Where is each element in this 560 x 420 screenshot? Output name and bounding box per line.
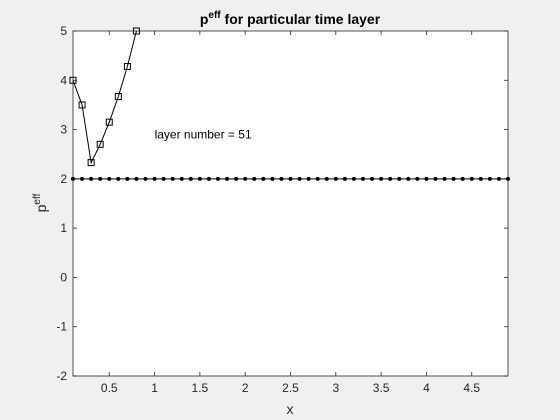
series-1-point bbox=[78, 101, 86, 109]
series-2-point bbox=[288, 176, 293, 181]
series-2-point bbox=[161, 176, 166, 181]
series-2-point bbox=[270, 176, 275, 181]
y-axis-label: peff bbox=[32, 193, 49, 212]
y-tick-label: 4 bbox=[60, 73, 67, 87]
x-tick-label: 2.5 bbox=[282, 381, 299, 395]
y-tick-label: 2 bbox=[60, 172, 67, 186]
series-2-point bbox=[442, 176, 447, 181]
title-superscript: eff bbox=[208, 10, 221, 21]
series-layer bbox=[69, 27, 510, 181]
series-1-line bbox=[72, 30, 137, 165]
y-tick-label: 5 bbox=[60, 24, 67, 38]
y-tick-label: 1 bbox=[60, 221, 67, 235]
series-2-point bbox=[143, 176, 148, 181]
x-tick-label: 3.5 bbox=[373, 381, 390, 395]
series-1-point bbox=[105, 118, 113, 126]
x-tick-label: 4 bbox=[423, 381, 430, 395]
annotation-text: layer number = 51 bbox=[155, 128, 252, 142]
series-2-point bbox=[478, 176, 483, 181]
title-base: p bbox=[200, 11, 209, 27]
series-2-point bbox=[98, 176, 103, 181]
series-2-point bbox=[451, 176, 456, 181]
series-2-point bbox=[324, 176, 329, 181]
series-2-point bbox=[279, 176, 284, 181]
series-2-point bbox=[388, 176, 393, 181]
series-2-point bbox=[342, 176, 347, 181]
x-tick-label: 0.5 bbox=[101, 381, 118, 395]
series-2-point bbox=[125, 176, 130, 181]
series-2-point bbox=[351, 176, 356, 181]
chart-title: peff for particular time layer bbox=[200, 10, 381, 27]
x-axis-label: x bbox=[287, 401, 294, 417]
series-2-point bbox=[234, 176, 239, 181]
series-2-point bbox=[197, 176, 202, 181]
series-2-point bbox=[370, 176, 375, 181]
x-tick-label: 3 bbox=[332, 381, 339, 395]
title-rest: for particular time layer bbox=[221, 11, 381, 27]
x-axis-ticks: 0.5 1 1.5 2 2.5 3 3.5 4 4.5 bbox=[101, 31, 480, 395]
series-2-point bbox=[424, 176, 429, 181]
series-2-point bbox=[225, 176, 230, 181]
series-2-point bbox=[297, 176, 302, 181]
series-2-point bbox=[116, 176, 121, 181]
series-2-point bbox=[89, 176, 94, 181]
y-tick-label: -1 bbox=[56, 320, 67, 334]
series-2-point bbox=[469, 176, 474, 181]
series-2-point bbox=[170, 176, 175, 181]
series-2-point bbox=[252, 176, 257, 181]
series-2-point bbox=[261, 176, 266, 181]
plot-area bbox=[73, 31, 508, 376]
y-tick-label: 0 bbox=[60, 270, 67, 284]
x-tick-label: 4.5 bbox=[463, 381, 480, 395]
series-2-point bbox=[206, 176, 211, 181]
y-label-base: p bbox=[33, 204, 49, 212]
series-2-point bbox=[433, 176, 438, 181]
series-2-point bbox=[80, 176, 85, 181]
y-label-superscript: eff bbox=[32, 193, 43, 204]
y-tick-label: -2 bbox=[56, 369, 67, 383]
axes-box bbox=[72, 30, 509, 377]
series-2-point bbox=[415, 176, 420, 181]
series-2-point bbox=[361, 176, 365, 181]
series-1-point bbox=[114, 93, 122, 101]
series-2-point bbox=[487, 176, 492, 181]
series-2-point bbox=[333, 176, 338, 181]
series-2-point bbox=[496, 176, 501, 181]
series-2-point bbox=[460, 176, 465, 181]
x-tick-label: 2 bbox=[242, 381, 249, 395]
series-2-point bbox=[216, 176, 220, 181]
series-2-point bbox=[315, 176, 320, 181]
x-tick-label: 1 bbox=[151, 381, 158, 395]
series-2-point bbox=[406, 176, 411, 181]
series-1-point bbox=[123, 62, 131, 70]
series-1-point bbox=[87, 159, 95, 167]
series-2-point bbox=[179, 176, 184, 181]
x-tick-label: 1.5 bbox=[192, 381, 209, 395]
series-2-point bbox=[107, 176, 112, 181]
y-tick-label: 3 bbox=[60, 123, 67, 137]
series-2-point bbox=[397, 176, 402, 181]
series-2-point bbox=[134, 176, 139, 181]
series-1-point bbox=[96, 140, 104, 148]
series-2-point bbox=[306, 176, 311, 181]
series-2-point bbox=[243, 176, 248, 181]
series-2-point bbox=[152, 176, 157, 181]
series-2-point bbox=[379, 176, 384, 181]
series-2-point bbox=[188, 176, 193, 181]
